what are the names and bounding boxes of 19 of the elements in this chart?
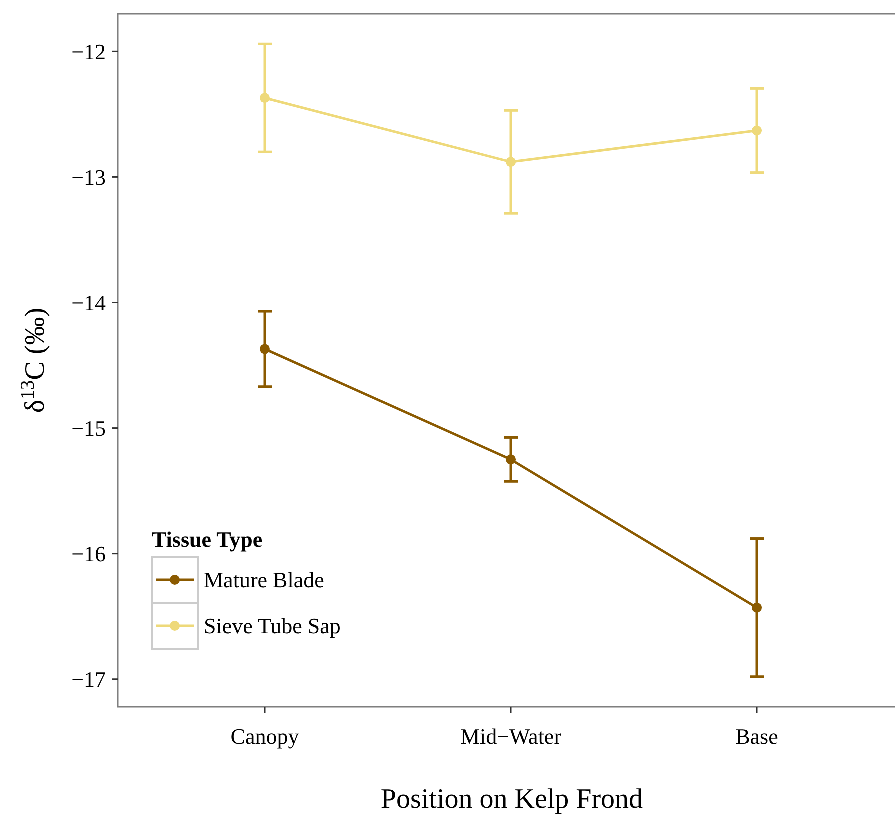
point: [506, 157, 516, 168]
point: [506, 454, 516, 465]
legend-label: Sieve Tube Sap: [204, 614, 341, 639]
x-tick-label: Canopy: [230, 724, 300, 749]
x-tick-label: Base: [736, 724, 778, 749]
legend-title: Tissue Type: [152, 527, 263, 552]
y-tick-label: −16: [72, 542, 106, 567]
point: [752, 602, 762, 613]
y-tick-label: −14: [72, 290, 106, 316]
y-tick-label: −17: [72, 667, 106, 692]
x-tick-label: Mid−Water: [460, 724, 562, 749]
point: [260, 344, 270, 354]
y-tick-label: −13: [72, 164, 106, 190]
point: [752, 126, 762, 136]
y-tick-label: −15: [72, 416, 106, 441]
point: [260, 93, 270, 104]
x-axis-title: Position on Kelp Frond: [380, 784, 644, 815]
y-tick-label: −12: [72, 39, 106, 64]
legend-label: Mature Blade: [204, 568, 324, 593]
